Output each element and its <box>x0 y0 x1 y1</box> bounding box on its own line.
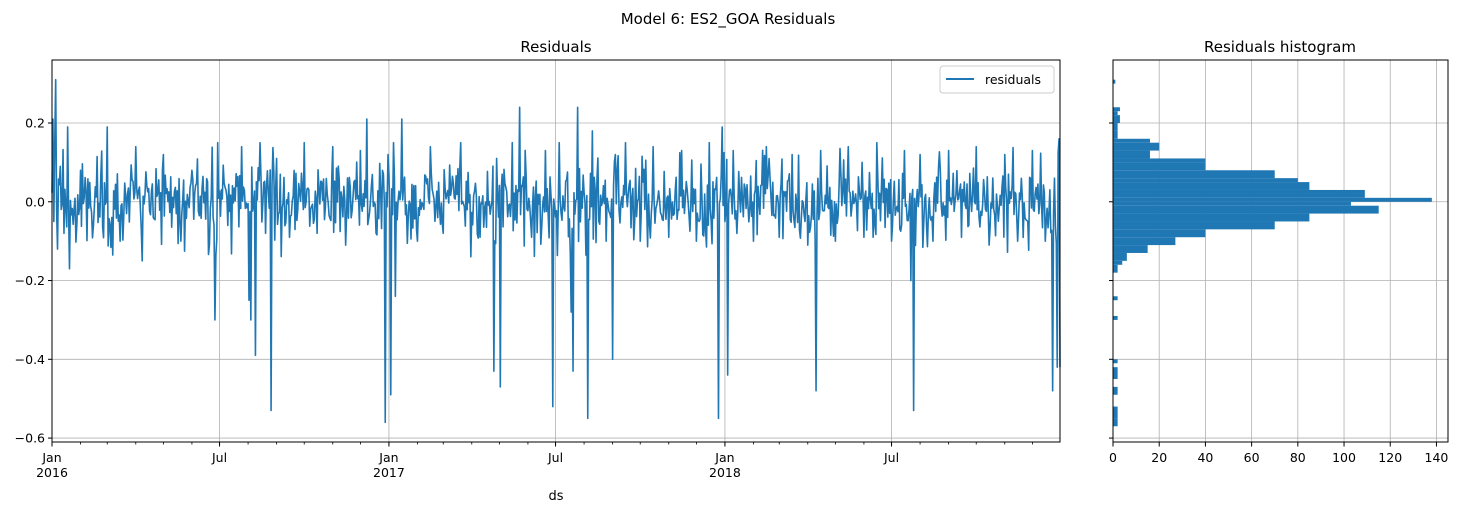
histogram-bar <box>1113 264 1118 273</box>
x-tick-label: Jul <box>211 450 227 465</box>
histogram-bar <box>1113 237 1176 246</box>
histogram-bar <box>1113 142 1160 151</box>
residuals-line <box>51 78 1061 424</box>
x-tick-label: Jan <box>714 450 734 465</box>
x-tick-label: Jan <box>41 450 61 465</box>
x-tick-label: Jul <box>547 450 563 465</box>
line-chart-xlabel: ds <box>548 489 563 504</box>
hist-x-tick-label: 100 <box>1332 450 1356 465</box>
histogram-bar <box>1113 79 1116 84</box>
residuals-histogram-chart: Residuals histogram 0 20 40 60 80 100 120 140 <box>1109 38 1449 465</box>
line-chart-y-axis: 0.2 0.0 −0.2 −0.4 −0.6 <box>15 116 52 446</box>
histogram-bar <box>1113 367 1118 379</box>
histogram-bar <box>1113 162 1206 171</box>
histogram-bar <box>1113 296 1118 301</box>
histogram-bar <box>1113 252 1127 261</box>
histogram-bar <box>1113 229 1206 238</box>
hist-x-tick-label: 120 <box>1378 450 1402 465</box>
histogram-bar <box>1113 158 1206 163</box>
histogram-bar <box>1113 178 1298 183</box>
histogram-bars <box>1113 79 1432 427</box>
y-tick-label: −0.6 <box>15 431 45 446</box>
figure-title: Model 6: ES2_GOA Residuals <box>621 10 836 29</box>
histogram-bar <box>1113 115 1120 124</box>
histogram-title: Residuals histogram <box>1204 38 1356 56</box>
histogram-bar <box>1113 111 1118 116</box>
x-tick-year-label: 2018 <box>709 465 741 480</box>
y-tick-label: 0.2 <box>25 116 45 131</box>
histogram-y-ticks <box>1109 122 1113 439</box>
x-tick-year-label: 2017 <box>373 465 405 480</box>
histogram-bar <box>1113 150 1150 159</box>
hist-x-tick-label: 20 <box>1151 450 1167 465</box>
hist-x-tick-label: 80 <box>1290 450 1306 465</box>
histogram-bar <box>1113 418 1118 427</box>
histogram-bar <box>1113 245 1148 253</box>
histogram-bar <box>1113 201 1351 206</box>
histogram-bar <box>1113 359 1118 364</box>
histogram-bar <box>1113 189 1365 198</box>
histogram-bar <box>1113 260 1123 265</box>
line-chart-frame <box>51 59 1061 443</box>
histogram-x-axis: 0 20 40 60 80 100 120 140 <box>1109 442 1448 465</box>
histogram-bar <box>1113 197 1432 202</box>
histogram-bar <box>1113 170 1275 179</box>
legend-entry-residuals: residuals <box>985 72 1041 87</box>
histogram-frame <box>1112 59 1449 443</box>
line-chart-legend: residuals <box>939 65 1055 94</box>
x-tick-year-label: 2016 <box>36 465 68 480</box>
histogram-bar <box>1113 386 1118 395</box>
x-tick-label: Jan <box>378 450 398 465</box>
legend-box <box>939 65 1055 94</box>
histogram-bar <box>1113 221 1275 230</box>
x-tick-label: Jul <box>883 450 899 465</box>
y-tick-label: −0.4 <box>15 352 45 367</box>
line-chart-grid <box>51 60 1060 442</box>
histogram-bar <box>1113 213 1310 222</box>
hist-x-tick-label: 0 <box>1109 450 1117 465</box>
hist-x-tick-label: 140 <box>1425 450 1449 465</box>
histogram-bar <box>1113 138 1150 143</box>
hist-x-tick-label: 60 <box>1244 450 1260 465</box>
histogram-grid <box>1112 60 1448 442</box>
hist-x-tick-label: 40 <box>1197 450 1213 465</box>
histogram-bar <box>1113 205 1379 214</box>
line-chart-title: Residuals <box>520 38 591 56</box>
histogram-bar <box>1113 182 1310 190</box>
histogram-bar <box>1113 315 1118 320</box>
histogram-bar <box>1113 130 1118 139</box>
histogram-bar <box>1113 406 1118 419</box>
histogram-bar <box>1113 123 1118 131</box>
y-tick-label: −0.2 <box>15 273 45 288</box>
y-tick-label: 0.0 <box>25 194 45 209</box>
histogram-bar <box>1113 107 1120 112</box>
residuals-series <box>51 78 1061 424</box>
